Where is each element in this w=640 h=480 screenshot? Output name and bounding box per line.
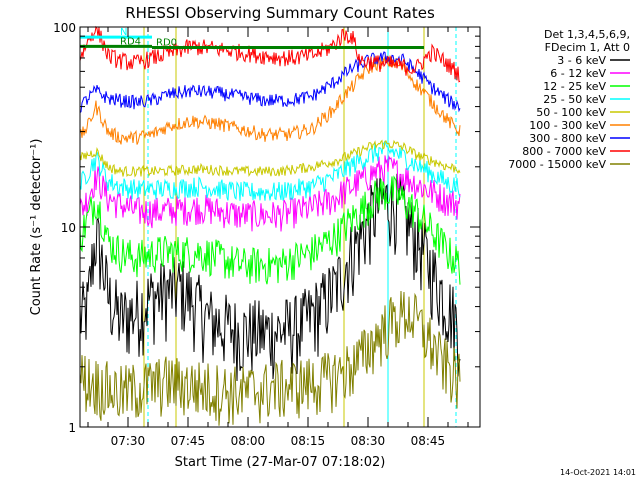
legend-label: 800 - 7000 keV (522, 145, 606, 158)
x-tick-label: 08:30 (351, 434, 386, 448)
legend-label: 6 - 12 keV (550, 67, 606, 80)
legend-label: 3 - 6 keV (557, 54, 606, 67)
legend-label: 100 - 300 keV (529, 119, 606, 132)
series-line-7 (79, 51, 461, 113)
x-tick-label: 08:15 (291, 434, 326, 448)
x-axis-label: Start Time (27-Mar-07 07:18:02) (175, 455, 386, 470)
state-bar-label-0: N (120, 27, 127, 38)
state-bar-label-1: RD4 (120, 36, 141, 47)
state-bar-label-2: RD0 (156, 37, 177, 48)
chart-title: RHESSI Observing Summary Count Rates (125, 4, 435, 22)
x-tick-label: 07:45 (171, 434, 206, 448)
y-tick-label: 100 (53, 21, 76, 35)
series-line-8 (79, 25, 461, 83)
series-line-5 (79, 139, 461, 178)
legend-label: 50 - 100 keV (536, 106, 606, 119)
series-line-9 (79, 290, 461, 426)
series-line-4 (79, 139, 461, 201)
y-tick-label: 1 (68, 421, 76, 435)
footer-timestamp: 14-Oct-2021 14:01 (560, 468, 636, 477)
series-line-6 (79, 55, 461, 145)
x-tick-label: 08:00 (231, 434, 266, 448)
legend-label: 25 - 50 keV (543, 93, 606, 106)
y-axis-label: Count Rate (s⁻¹ detector⁻¹) (29, 139, 44, 316)
x-tick-label: 07:30 (111, 434, 146, 448)
axes: 1 10 100 07:30 07:45 08:00 08:15 08:30 08:45 (53, 21, 480, 448)
legend-label: 300 - 800 keV (529, 132, 606, 145)
legend-header-line: FDecim 1, Att 0 (545, 41, 630, 54)
legend: Det 1,3,4,5,6,9,FDecim 1, Att 03 - 6 keV… (508, 28, 630, 171)
legend-header-line: Det 1,3,4,5,6,9, (544, 28, 630, 41)
series-line-3 (79, 175, 461, 285)
legend-label: 7000 - 15000 keV (508, 158, 606, 171)
y-tick-label: 10 (61, 221, 76, 235)
series-line-2 (79, 155, 461, 232)
legend-label: 12 - 25 keV (543, 80, 606, 93)
x-tick-label: 08:45 (411, 434, 446, 448)
